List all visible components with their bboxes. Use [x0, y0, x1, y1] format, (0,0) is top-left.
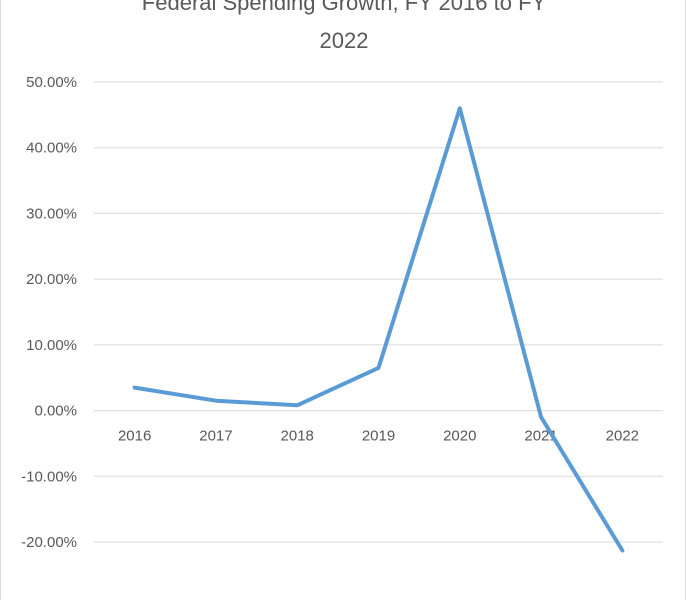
- gridlines: [94, 81, 663, 543]
- x-tick-label: 2019: [362, 428, 395, 445]
- y-tick-label: 40.00%: [26, 140, 77, 157]
- x-tick-label: 2018: [281, 428, 314, 445]
- x-tick-label: 2017: [199, 428, 232, 445]
- y-tick-label: 30.00%: [26, 205, 77, 222]
- y-tick-label: -10.00%: [21, 468, 77, 485]
- x-tick-label: 2016: [118, 428, 151, 445]
- y-axis-tick-labels: 50.00% 40.00% 30.00% 20.00% 10.00% 0.00% -10.0…: [21, 74, 77, 551]
- series-line: [132, 106, 625, 553]
- y-tick-label: 0.00%: [34, 403, 77, 420]
- chart-title-line-2: 2022: [319, 28, 369, 53]
- y-tick-label: -20.00%: [21, 534, 77, 551]
- x-tick-label: 2020: [443, 428, 476, 445]
- y-tick-label: 20.00%: [26, 271, 77, 288]
- series-layer: [132, 106, 625, 553]
- x-tick-label: 2022: [606, 428, 639, 445]
- x-axis-tick-labels: 2016 2017 2018 2019 2020 2021 2022: [118, 428, 639, 445]
- chart-title-line-1: Federal Spending Growth, FY 2016 to FY: [141, 0, 547, 15]
- y-tick-label: 50.00%: [26, 74, 77, 91]
- y-tick-label: 10.00%: [26, 337, 77, 354]
